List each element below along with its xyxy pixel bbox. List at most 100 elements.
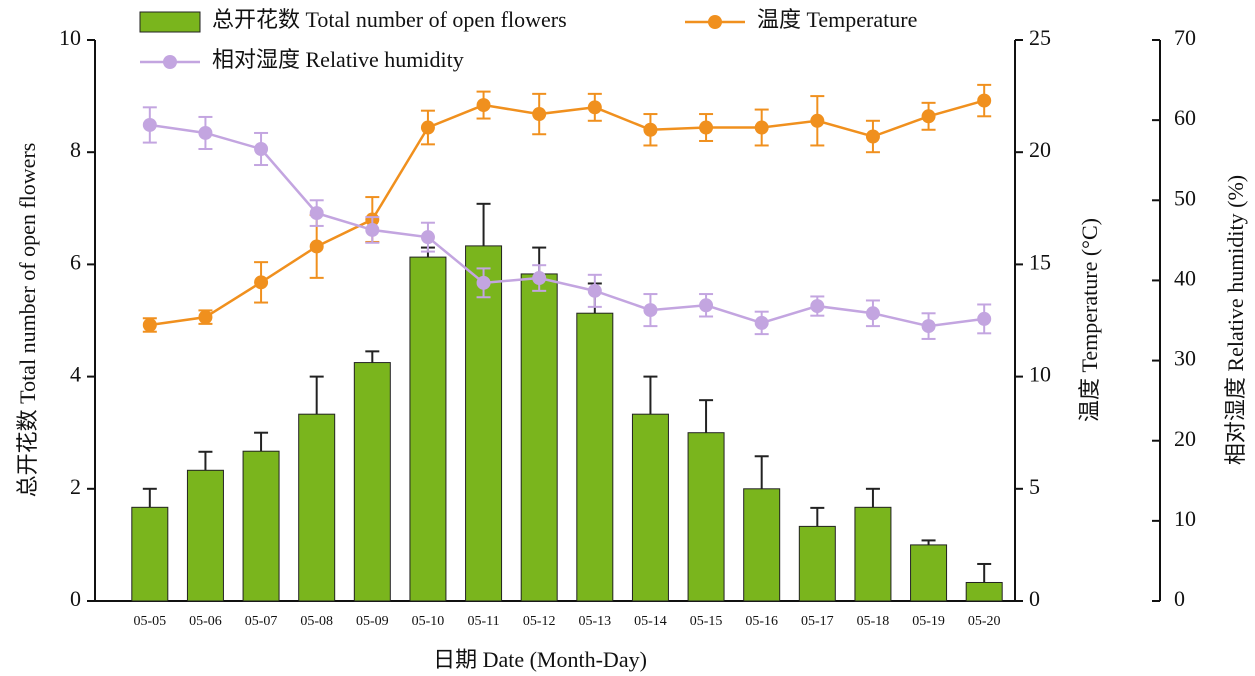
- tick-label: 0: [1029, 586, 1040, 611]
- bar: [743, 488, 781, 602]
- point: [142, 317, 157, 332]
- error-bar: [699, 399, 714, 433]
- bar: [798, 525, 836, 602]
- point: [754, 315, 769, 330]
- point: [587, 283, 602, 298]
- error-bar: [921, 539, 936, 545]
- legend-label: 相对湿度 Relative humidity: [212, 47, 464, 72]
- tick-label: 50: [1174, 185, 1196, 210]
- bar: [520, 273, 558, 602]
- bar: [854, 506, 892, 602]
- point: [921, 109, 936, 124]
- error-bar: [365, 350, 380, 363]
- tick-label: 0: [70, 586, 81, 611]
- legend-label: 总开花数 Total number of open flowers: [212, 7, 567, 32]
- bar: [186, 469, 224, 602]
- point: [699, 298, 714, 313]
- legend-swatch: [139, 11, 201, 33]
- tick-label: 60: [1174, 105, 1196, 130]
- x-tick-label: 05-09: [356, 614, 389, 629]
- point: [754, 120, 769, 135]
- y2-axis-label: 温度 Temperature (°C): [1077, 218, 1102, 422]
- x-tick-label: 05-16: [745, 614, 778, 629]
- error-bar: [142, 487, 157, 508]
- point: [865, 129, 880, 144]
- tick-label: 5: [1029, 474, 1040, 499]
- x-tick-label: 05-06: [189, 614, 222, 629]
- tick-label: 2: [70, 474, 81, 499]
- tick-label: 25: [1029, 25, 1051, 50]
- line: [149, 99, 985, 327]
- bar: [965, 581, 1003, 602]
- x-tick-label: 05-14: [634, 614, 667, 629]
- tick-label: 4: [70, 362, 81, 387]
- point: [810, 113, 825, 128]
- point: [865, 306, 880, 321]
- point: [420, 120, 435, 135]
- point: [254, 141, 269, 156]
- tick-label: 30: [1174, 346, 1196, 371]
- point: [309, 206, 324, 221]
- bar: [353, 362, 391, 602]
- x-tick-label: 05-12: [523, 614, 556, 629]
- x-tick-label: 05-10: [412, 614, 445, 629]
- bar: [409, 256, 447, 602]
- x-tick-label: 05-17: [801, 614, 834, 629]
- x-tick-label: 05-18: [857, 614, 890, 629]
- point: [643, 122, 658, 137]
- point: [420, 230, 435, 245]
- point: [476, 275, 491, 290]
- x-tick-label: 05-08: [300, 614, 333, 629]
- legend-marker: [708, 15, 722, 29]
- error-bar: [254, 431, 269, 452]
- error-bar: [643, 375, 658, 415]
- bar: [465, 245, 503, 602]
- bar: [298, 413, 336, 602]
- point: [977, 311, 992, 326]
- tick-label: 8: [70, 137, 81, 162]
- error-bar: [865, 487, 880, 508]
- error-bar: [198, 450, 213, 471]
- bar: [687, 432, 725, 602]
- tick-label: 10: [1174, 506, 1196, 531]
- point: [254, 275, 269, 290]
- error-bar: [977, 562, 992, 583]
- tick-label: 70: [1174, 25, 1196, 50]
- line: [149, 123, 985, 328]
- tick-label: 15: [1029, 249, 1051, 274]
- x-tick-label: 05-20: [968, 614, 1001, 629]
- point: [587, 100, 602, 115]
- bar: [910, 544, 948, 602]
- point: [532, 271, 547, 286]
- bar: [576, 312, 614, 602]
- error-bar: [810, 506, 825, 527]
- tick-label: 6: [70, 249, 81, 274]
- point: [476, 98, 491, 113]
- tick-label: 10: [59, 25, 81, 50]
- point: [977, 93, 992, 108]
- tick-label: 20: [1029, 137, 1051, 162]
- y-axis-label: 总开花数 Total number of open flowers: [15, 143, 40, 498]
- x-tick-label: 05-15: [690, 614, 723, 629]
- point: [198, 125, 213, 140]
- x-tick-label: 05-05: [133, 614, 166, 629]
- x-tick-label: 05-11: [467, 614, 499, 629]
- bar: [631, 413, 669, 602]
- point: [309, 239, 324, 254]
- point: [198, 310, 213, 325]
- error-bar: [754, 455, 769, 489]
- point: [142, 117, 157, 132]
- tick-label: 20: [1174, 426, 1196, 451]
- x-tick-label: 05-07: [245, 614, 278, 629]
- point: [643, 303, 658, 318]
- x-axis-label: 日期 Date (Month-Day): [433, 647, 647, 672]
- y3-axis-label: 相对湿度 Relative humidity (%): [1223, 175, 1248, 465]
- legend-marker: [163, 55, 177, 69]
- point: [365, 222, 380, 237]
- tick-label: 10: [1029, 362, 1051, 387]
- point: [810, 299, 825, 314]
- point: [921, 319, 936, 334]
- legend-label: 温度 Temperature: [757, 7, 917, 32]
- error-bar: [476, 202, 491, 246]
- bar: [242, 450, 280, 602]
